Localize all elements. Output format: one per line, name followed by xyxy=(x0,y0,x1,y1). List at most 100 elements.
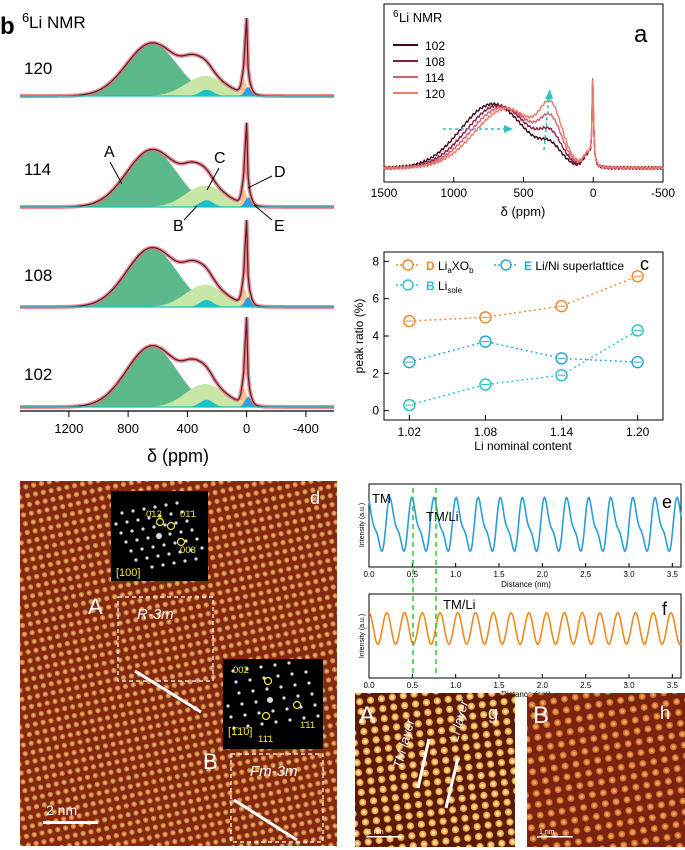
panel-h-scale-bar xyxy=(537,836,573,838)
fft-spot xyxy=(125,520,129,524)
fft-spot xyxy=(234,680,238,684)
fft-spot xyxy=(179,530,183,534)
fft-spot xyxy=(194,557,198,561)
fft-spot xyxy=(259,665,263,669)
fft-spot xyxy=(279,685,283,689)
fft-spot xyxy=(229,715,233,719)
fft-spot xyxy=(178,550,182,554)
fft-spot xyxy=(147,516,151,520)
tm-layer-line xyxy=(416,738,431,789)
fft-a-zone: [100] xyxy=(116,567,140,579)
y-tick-label: 2 xyxy=(372,366,379,380)
tick-label: -500 xyxy=(651,186,675,200)
fft-a-ring-3 xyxy=(176,537,186,547)
legend-marker xyxy=(402,279,414,291)
tick-label: 1200 xyxy=(54,421,83,436)
hrtem-image-h xyxy=(527,693,685,847)
fft-spot xyxy=(151,545,155,549)
fft-spot xyxy=(114,522,118,526)
series-E xyxy=(403,335,644,369)
panel-f-ticks: 0.0 0.5 1.0 1.5 2.0 2.5 3.0 3.5 xyxy=(363,674,678,690)
nmr-stack: 120 114 108 102 xyxy=(20,17,334,409)
tick-label: 0 xyxy=(243,421,250,436)
fft-spot xyxy=(254,700,258,704)
fft-b-zone: [1̄1̄0] xyxy=(228,726,252,738)
fft-b-ring-2 xyxy=(261,711,271,721)
panel-f-label: f xyxy=(662,599,668,619)
panel-a-x-label: δ (ppm) xyxy=(501,204,546,219)
fft-spot xyxy=(135,538,139,542)
tick-label: 2.0 xyxy=(537,681,549,690)
x-tick-label: 1.02 xyxy=(398,425,422,439)
fft-spot xyxy=(304,670,308,674)
peak-label-e: E xyxy=(274,218,285,235)
panel-b-x-label: δ (ppm) xyxy=(147,446,209,466)
fft-b-spot-2: 11̄1 xyxy=(258,734,273,745)
region-a-box xyxy=(117,596,214,682)
fft-spot xyxy=(274,720,278,724)
tick-label: 3.0 xyxy=(623,681,635,690)
tick-label: 3.0 xyxy=(623,570,635,579)
panel-b-title-sup: 6 xyxy=(22,10,29,25)
panel-e-frame xyxy=(368,483,682,568)
fft-spot xyxy=(293,683,297,687)
panel-a-legend: 102 108 114 120 xyxy=(393,39,445,101)
fft-spot xyxy=(141,527,145,531)
line-profile-b xyxy=(233,798,298,842)
fft-spot xyxy=(243,713,247,717)
fft-spot xyxy=(232,726,236,730)
x-tick-label: 1.20 xyxy=(626,425,650,439)
peak-label-b: B xyxy=(173,218,184,235)
tick-label: -400 xyxy=(293,421,319,436)
fft-spot xyxy=(260,722,264,726)
region-b-box xyxy=(230,753,324,843)
y-tick-label: 4 xyxy=(372,329,379,343)
fft-a-spots xyxy=(114,501,204,569)
fft-spot xyxy=(124,540,128,544)
legend-d: D LiaXOb xyxy=(426,259,474,275)
peak-leader-a xyxy=(109,161,123,185)
peak-leader-b xyxy=(183,205,198,221)
fft-spot xyxy=(136,518,140,522)
panel-e-annot-tm: TM xyxy=(372,491,391,506)
fft-spot xyxy=(152,525,156,529)
tick-label: 1.5 xyxy=(493,570,505,579)
panel-h-label: h xyxy=(660,703,670,723)
tick-label: 0.0 xyxy=(363,681,375,690)
panel-f-curve xyxy=(368,611,682,646)
tick-label: 500 xyxy=(513,186,533,200)
nmr-component-A xyxy=(20,43,334,96)
panel-a: a 6 Li NMR 102 108 114 120 1500 1000 500 0 -500… xyxy=(371,3,675,219)
fft-spot xyxy=(267,697,273,703)
panel-e-y-label: Intensity (a.u.) xyxy=(359,503,366,547)
fft-spot xyxy=(271,709,275,713)
legend-label-102: 102 xyxy=(425,39,445,53)
panel-c-label: c xyxy=(640,254,649,274)
fft-spot xyxy=(273,663,277,667)
tick-label: 2.5 xyxy=(580,570,592,579)
fft-spot xyxy=(140,547,144,551)
panel-a-curves xyxy=(383,78,664,171)
nmr-component-C xyxy=(20,185,334,207)
panel-c-axes: 1.02 1.08 1.14 1.20 0 2 4 6 8 xyxy=(372,254,649,439)
arrow-right-head xyxy=(504,125,513,133)
tick-label: 0 xyxy=(590,186,597,200)
spectrum-label: 102 xyxy=(24,365,52,384)
tick-label: 0.5 xyxy=(407,570,419,579)
tick-label: 800 xyxy=(117,421,139,436)
fft-spot xyxy=(180,510,184,514)
panel-e-label: e xyxy=(662,492,672,512)
panel-e: e TM TM/Li Intensity (a.u.) 0.0 0.5 1.0 1.5… xyxy=(359,483,682,589)
tick-label: 0.5 xyxy=(407,681,419,690)
panel-d-scale-bar xyxy=(43,821,98,824)
fft-spot xyxy=(169,512,173,516)
fft-spot xyxy=(189,548,193,552)
nmr-component-C xyxy=(20,76,334,96)
peak-leader-e xyxy=(253,204,273,221)
y-tick-label: 0 xyxy=(372,404,379,418)
fft-spot xyxy=(150,565,154,569)
panel-c: D LiaXOb E Li/Ni superlattice B Lisole c 1… xyxy=(352,251,664,453)
peak-label-d: D xyxy=(274,164,286,181)
panel-a-legend-title-sup: 6 xyxy=(393,9,399,20)
fft-spot xyxy=(307,681,311,685)
